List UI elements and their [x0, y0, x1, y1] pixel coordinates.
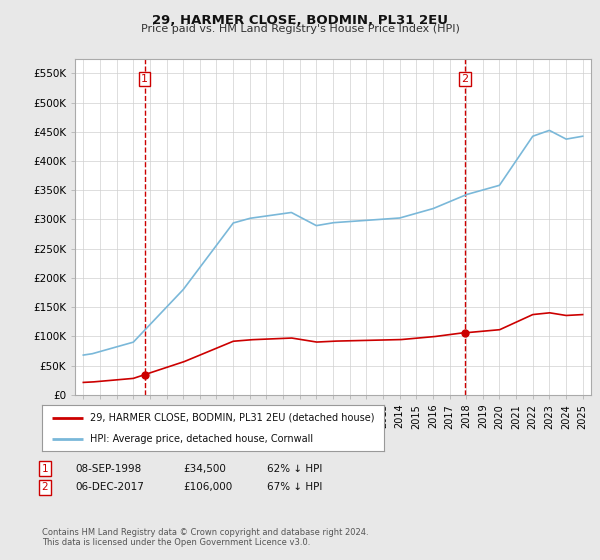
Text: 2: 2: [41, 482, 49, 492]
Text: 1: 1: [141, 74, 148, 84]
Text: 08-SEP-1998: 08-SEP-1998: [75, 464, 141, 474]
Text: 67% ↓ HPI: 67% ↓ HPI: [267, 482, 322, 492]
Text: Contains HM Land Registry data © Crown copyright and database right 2024.
This d: Contains HM Land Registry data © Crown c…: [42, 528, 368, 547]
Text: £106,000: £106,000: [183, 482, 232, 492]
Text: 29, HARMER CLOSE, BODMIN, PL31 2EU: 29, HARMER CLOSE, BODMIN, PL31 2EU: [152, 14, 448, 27]
Text: 62% ↓ HPI: 62% ↓ HPI: [267, 464, 322, 474]
Text: 2: 2: [461, 74, 469, 84]
Text: 29, HARMER CLOSE, BODMIN, PL31 2EU (detached house): 29, HARMER CLOSE, BODMIN, PL31 2EU (deta…: [90, 413, 374, 423]
Text: Price paid vs. HM Land Registry's House Price Index (HPI): Price paid vs. HM Land Registry's House …: [140, 24, 460, 34]
Text: £34,500: £34,500: [183, 464, 226, 474]
Text: 1: 1: [41, 464, 49, 474]
Text: HPI: Average price, detached house, Cornwall: HPI: Average price, detached house, Corn…: [90, 435, 313, 444]
Text: 06-DEC-2017: 06-DEC-2017: [75, 482, 144, 492]
